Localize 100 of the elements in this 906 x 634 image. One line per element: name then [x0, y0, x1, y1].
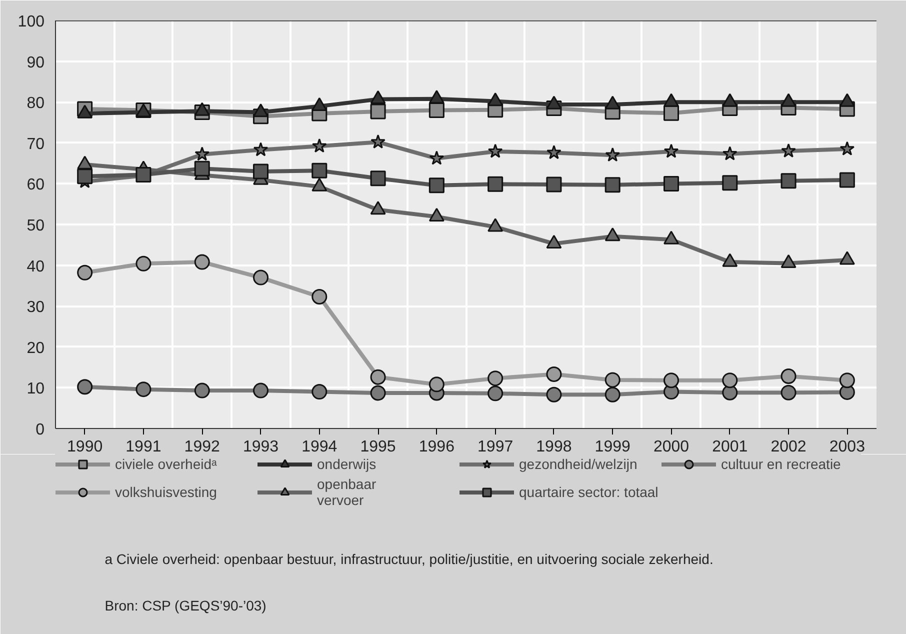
x-tick-label: 1999	[594, 438, 631, 456]
legend-label: civiele overheidᵃ	[115, 456, 218, 472]
point	[253, 382, 268, 398]
point	[370, 90, 386, 104]
y-tick-label: 10	[26, 380, 45, 398]
x-tick-label: 2003	[829, 438, 866, 456]
point	[77, 156, 93, 170]
y-tick-label: 100	[18, 14, 45, 30]
point	[488, 370, 504, 386]
point	[839, 372, 855, 388]
x-tick-label: 2002	[770, 438, 806, 456]
x-tick-label: 1997	[478, 438, 514, 456]
x-tick-label: 2000	[653, 438, 690, 456]
point	[604, 177, 620, 193]
y-tick-label: 20	[26, 340, 45, 357]
point	[722, 93, 738, 107]
y-tick-label: 50	[26, 218, 45, 234]
point	[488, 386, 504, 402]
text: a Civiele overheid: openbaar bestuur, infrastructuur, politie/justitie, en uitvoering sociale zekerheid.	[104, 550, 714, 567]
text: Bron: CSP (GEQS’90-’03)	[104, 598, 266, 614]
point	[839, 172, 855, 188]
y-tick-label: 90	[26, 54, 45, 72]
point	[253, 142, 268, 156]
point	[664, 372, 679, 388]
y-tick-label: 30	[26, 299, 45, 316]
point	[77, 379, 93, 395]
point	[780, 173, 796, 189]
point	[781, 143, 796, 158]
point	[840, 141, 855, 156]
x-tick-label: 2001	[712, 438, 748, 456]
legend-label: volkshuisvesting	[115, 484, 218, 500]
point	[604, 386, 620, 402]
y-tick-label: 70	[26, 136, 45, 153]
x-tick-label: 1991	[126, 438, 162, 456]
point	[370, 200, 386, 215]
point	[136, 256, 152, 272]
point	[312, 288, 328, 304]
point	[722, 372, 738, 388]
point	[194, 254, 210, 270]
point	[546, 144, 562, 160]
point	[722, 146, 738, 160]
legend-label: cultuur en recreatie	[721, 456, 842, 472]
x-tick-label: 1996	[418, 438, 455, 456]
point	[194, 146, 210, 161]
point	[312, 162, 328, 178]
point	[370, 104, 386, 120]
point	[546, 366, 562, 382]
point	[488, 92, 504, 106]
point	[312, 178, 328, 192]
y-tick-label: 0	[36, 422, 45, 438]
point	[664, 144, 679, 158]
point	[429, 150, 444, 165]
point	[722, 175, 738, 191]
point	[604, 372, 620, 388]
point	[428, 90, 444, 104]
point	[488, 144, 503, 158]
point	[312, 138, 327, 153]
point	[428, 102, 444, 118]
x-tick-label: 1998	[536, 438, 572, 456]
point	[546, 176, 562, 192]
point	[253, 103, 268, 118]
point	[722, 384, 738, 400]
point	[605, 147, 620, 162]
x-tick-label: 1995	[360, 438, 396, 456]
point	[604, 228, 620, 242]
point	[194, 102, 210, 116]
point	[546, 386, 562, 402]
point	[780, 384, 796, 400]
point	[664, 93, 679, 107]
point	[194, 382, 210, 398]
point	[312, 97, 328, 111]
point	[370, 170, 386, 186]
point	[370, 385, 386, 401]
point	[253, 270, 268, 286]
point	[77, 104, 93, 118]
point	[428, 376, 444, 392]
point	[428, 208, 444, 222]
point	[77, 264, 93, 280]
y-tick-label: 60	[26, 176, 45, 194]
point	[664, 105, 679, 121]
point	[488, 176, 504, 192]
point	[546, 96, 562, 110]
legend-label: gezondheid/welzijn	[519, 456, 638, 472]
point	[839, 93, 855, 107]
x-tick-label: 1994	[302, 438, 338, 456]
legend-label: quartaire sector: totaal	[519, 484, 659, 500]
point	[604, 96, 620, 110]
point	[370, 134, 386, 148]
point	[370, 369, 386, 385]
point	[253, 164, 268, 180]
x-tick-label: 1993	[242, 438, 279, 456]
point	[312, 384, 328, 400]
point	[780, 368, 796, 384]
point	[136, 382, 152, 398]
x-tick-label: 1990	[67, 438, 103, 456]
point	[780, 93, 796, 107]
x-tick-label: 1992	[184, 438, 220, 456]
point	[77, 168, 93, 184]
y-tick-label: 40	[26, 258, 45, 276]
legend-label: onderwijs	[317, 456, 378, 472]
